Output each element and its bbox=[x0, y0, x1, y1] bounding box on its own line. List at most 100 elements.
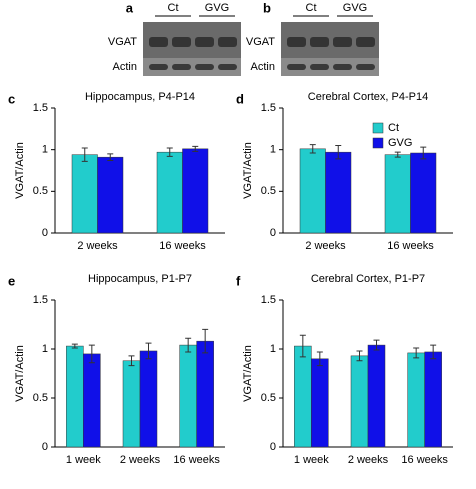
blot-image bbox=[143, 58, 241, 76]
y-tick-label: 0 bbox=[270, 441, 276, 453]
legend-label: GVG bbox=[388, 137, 412, 149]
y-tick-label: 1.5 bbox=[33, 102, 48, 114]
blot-band bbox=[333, 37, 352, 47]
error-bar bbox=[430, 344, 437, 360]
bar bbox=[384, 154, 411, 234]
error-bar bbox=[88, 344, 95, 364]
y-tick-label: 1.5 bbox=[33, 294, 48, 306]
group-label: Ct bbox=[168, 2, 179, 14]
panel-label: c bbox=[8, 91, 15, 106]
y-tick-label: 1 bbox=[42, 343, 48, 355]
x-tick-label: 1 week bbox=[294, 454, 329, 466]
error-bar bbox=[107, 153, 114, 161]
y-tick-label: 1 bbox=[42, 144, 48, 156]
blot-image bbox=[281, 58, 379, 76]
y-tick-label: 0 bbox=[270, 227, 276, 239]
y-tick-label: 0.5 bbox=[33, 185, 48, 197]
row-label: Actin bbox=[113, 61, 137, 73]
error-bar bbox=[128, 355, 135, 367]
blot-band bbox=[310, 64, 329, 70]
error-bar bbox=[316, 351, 323, 367]
blot-band bbox=[172, 64, 191, 70]
error-bar bbox=[299, 334, 306, 358]
bar bbox=[156, 151, 183, 234]
y-tick-label: 0.5 bbox=[261, 185, 276, 197]
blot-band bbox=[149, 37, 168, 47]
blot-band bbox=[172, 37, 191, 47]
chart-title: Hippocampus, P4-P14 bbox=[85, 91, 195, 103]
bar bbox=[196, 340, 214, 448]
group-label: Ct bbox=[306, 2, 317, 14]
error-bar bbox=[192, 145, 199, 152]
blot-band bbox=[287, 64, 306, 70]
bar bbox=[350, 355, 369, 448]
x-tick-label: 16 weeks bbox=[173, 454, 220, 466]
bar bbox=[66, 345, 84, 448]
error-bar bbox=[81, 147, 88, 162]
bar bbox=[294, 345, 312, 448]
bar bbox=[311, 358, 329, 448]
y-tick-label: 0.5 bbox=[261, 392, 276, 404]
bar bbox=[83, 353, 101, 448]
error-bar bbox=[202, 328, 209, 354]
blot-band bbox=[310, 37, 329, 47]
bar bbox=[179, 344, 197, 448]
bar bbox=[367, 344, 386, 448]
panel-label: a bbox=[126, 0, 134, 15]
x-tick-label: 16 weeks bbox=[401, 454, 448, 466]
x-tick-label: 2 weeks bbox=[305, 240, 346, 252]
bar bbox=[71, 154, 98, 234]
y-tick-label: 0 bbox=[42, 227, 48, 239]
panel-label: e bbox=[8, 273, 15, 288]
panel-label: f bbox=[236, 273, 241, 288]
bar bbox=[299, 148, 326, 234]
blot-band bbox=[356, 64, 375, 70]
blot-band bbox=[195, 37, 214, 47]
group-label: GVG bbox=[343, 2, 367, 14]
blot-band bbox=[195, 64, 214, 70]
y-tick-label: 1.5 bbox=[261, 102, 276, 114]
error-bar bbox=[420, 146, 427, 160]
y-tick-label: 1 bbox=[270, 343, 276, 355]
blot-band bbox=[218, 37, 237, 47]
y-tick-label: 1 bbox=[270, 144, 276, 156]
panel-label: d bbox=[236, 91, 244, 106]
x-tick-label: 16 weeks bbox=[159, 240, 206, 252]
legend-swatch bbox=[372, 122, 384, 134]
error-bar bbox=[145, 342, 152, 360]
x-tick-label: 16 weeks bbox=[387, 240, 434, 252]
x-tick-label: 2 weeks bbox=[348, 454, 389, 466]
y-tick-label: 0 bbox=[42, 441, 48, 453]
error-bar bbox=[335, 145, 342, 160]
error-bar bbox=[394, 151, 401, 158]
bar bbox=[410, 152, 437, 234]
bar bbox=[325, 151, 352, 234]
chart-title: Cerebral Cortex, P1-P7 bbox=[311, 273, 425, 285]
y-axis-label: VGAT/Actin bbox=[242, 142, 254, 199]
y-tick-label: 1.5 bbox=[261, 294, 276, 306]
bar bbox=[424, 351, 442, 448]
blot-band bbox=[287, 37, 306, 47]
row-label: VGAT bbox=[108, 36, 137, 48]
bar bbox=[139, 350, 158, 448]
blot-band bbox=[333, 64, 352, 70]
blot-band bbox=[356, 37, 375, 47]
panel-label: b bbox=[263, 0, 271, 15]
bar bbox=[182, 148, 209, 234]
blot-band bbox=[149, 64, 168, 70]
legend-label: Ct bbox=[388, 122, 399, 134]
chart-title: Cerebral Cortex, P4-P14 bbox=[308, 91, 428, 103]
chart-title: Hippocampus, P1-P7 bbox=[88, 273, 192, 285]
error-bar bbox=[71, 343, 78, 349]
x-tick-label: 2 weeks bbox=[77, 240, 118, 252]
bar bbox=[407, 352, 425, 448]
row-label: VGAT bbox=[246, 36, 275, 48]
x-tick-label: 1 week bbox=[66, 454, 101, 466]
y-axis-label: VGAT/Actin bbox=[14, 345, 26, 402]
y-axis-label: VGAT/Actin bbox=[14, 142, 26, 199]
blot-band bbox=[218, 64, 237, 70]
error-bar bbox=[185, 337, 192, 353]
error-bar bbox=[166, 147, 173, 157]
